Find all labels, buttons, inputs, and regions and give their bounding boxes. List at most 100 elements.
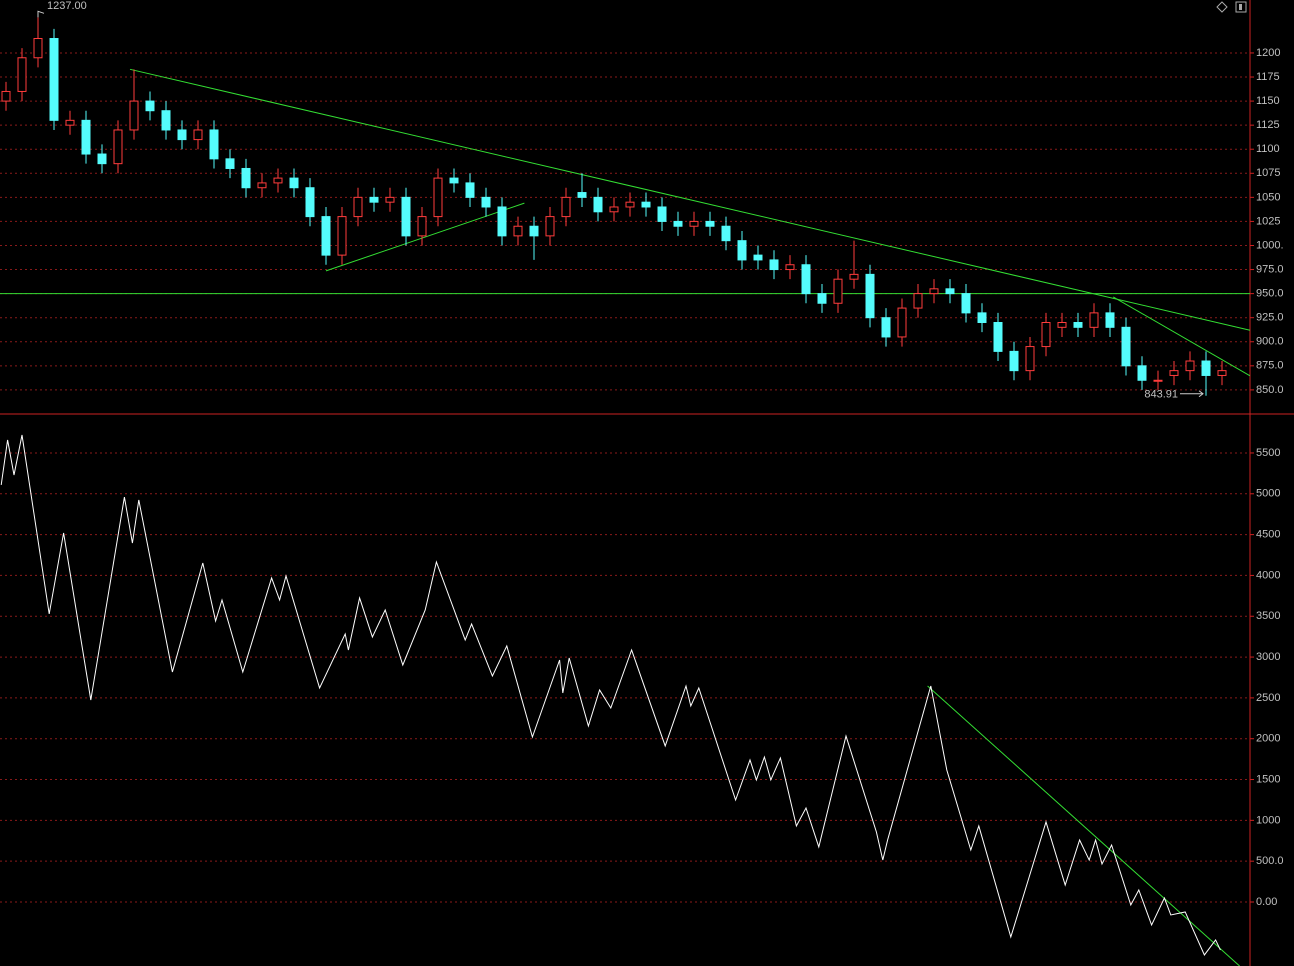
candle-body (1201, 360, 1211, 376)
candle-body (257, 182, 267, 189)
candle-body (1121, 326, 1131, 367)
y-tick-label: 4500 (1256, 529, 1280, 541)
candle-body (465, 182, 475, 198)
candle-body (433, 177, 443, 218)
candle-body (593, 196, 603, 213)
candle-body (929, 288, 939, 295)
candle-body (177, 129, 187, 141)
candle-body (145, 100, 155, 112)
y-tick-label: 2500 (1256, 692, 1280, 704)
candle-body (625, 201, 635, 208)
candle-body (545, 216, 555, 237)
y-tick-label: 4000 (1256, 569, 1280, 581)
candle-body (209, 129, 219, 160)
candle-body (513, 225, 523, 237)
candle-body (1137, 365, 1147, 381)
candle-body (577, 192, 587, 198)
candle-body (1041, 322, 1051, 348)
icon-diamond[interactable] (1216, 1, 1228, 13)
candle-body (945, 288, 955, 295)
candle-body (1057, 322, 1067, 328)
trendline (927, 685, 1240, 966)
y-tick-label: 2000 (1256, 733, 1280, 745)
candle-body (401, 196, 411, 237)
high-label: 1237.00 (47, 0, 87, 12)
y-tick-label: 0.00 (1256, 896, 1277, 908)
candle-body (33, 38, 43, 59)
candle-body (161, 110, 171, 131)
candle-body (353, 196, 363, 218)
candle-body (497, 206, 507, 237)
candle-body (1, 90, 11, 102)
candle-body (785, 264, 795, 271)
y-tick-label: 925.0 (1256, 312, 1284, 324)
y-tick-label: 1500 (1256, 773, 1280, 785)
candle-body (817, 293, 827, 304)
candle-body (961, 293, 971, 314)
y-tick-label: 5000 (1256, 488, 1280, 500)
y-tick-label: 950.0 (1256, 288, 1284, 300)
candle-body (481, 196, 491, 208)
candle-body (305, 187, 315, 218)
candle-body (1089, 312, 1099, 328)
candle-body (241, 167, 251, 189)
y-tick-label: 900.0 (1256, 336, 1284, 348)
candle-body (273, 177, 283, 184)
candle-body (1009, 350, 1019, 372)
candle-body (705, 220, 715, 227)
candle-body (641, 201, 651, 208)
candle-body (849, 273, 859, 280)
y-tick-label: 1175 (1256, 71, 1280, 83)
trendline (325, 202, 525, 272)
low-label: 843.91 (1144, 389, 1178, 401)
candle-body (321, 216, 331, 256)
candle-body (737, 240, 747, 261)
trendline (1112, 296, 1251, 377)
y-tick-label: 1000 (1256, 814, 1280, 826)
y-tick-label: 1025 (1256, 215, 1280, 227)
candle-body (721, 225, 731, 242)
y-tick-label: 3000 (1256, 651, 1280, 663)
y-tick-label: 1125 (1256, 119, 1280, 131)
icon-window[interactable] (1235, 1, 1247, 13)
y-tick-label: 500.0 (1256, 855, 1284, 867)
candle-body (385, 196, 395, 203)
candle-body (129, 100, 139, 131)
candle-body (1169, 370, 1179, 376)
candle-body (81, 119, 91, 155)
y-tick-label: 1150 (1256, 95, 1280, 107)
candle-body (1153, 379, 1163, 382)
candle-body (689, 220, 699, 227)
high-marker (37, 10, 45, 18)
candle-body (673, 220, 683, 227)
candle-body (1073, 322, 1083, 328)
low-arrowhead (1198, 390, 1204, 398)
candle-body (833, 278, 843, 304)
y-tick-label: 1100 (1256, 143, 1280, 155)
candle-body (881, 317, 891, 338)
candle-body (897, 307, 907, 338)
indicator-line (0, 434, 1221, 956)
y-tick-label: 1050 (1256, 191, 1280, 203)
y-tick-label: 1200 (1256, 47, 1280, 59)
candle-body (289, 177, 299, 189)
candle-body (417, 216, 427, 237)
candle-body (753, 254, 763, 261)
y-tick-label: 3500 (1256, 610, 1280, 622)
candle-body (657, 206, 667, 222)
candle-body (801, 264, 811, 295)
candle-body (369, 196, 379, 203)
candle-body (1217, 370, 1227, 376)
y-tick-label: 975.0 (1256, 263, 1284, 275)
icon-window-bar (1239, 4, 1242, 10)
candle-body (769, 259, 779, 271)
candle-body (225, 158, 235, 169)
y-tick-label: 5500 (1256, 447, 1280, 459)
candle-body (865, 273, 875, 319)
y-tick-label: 1000. (1256, 239, 1284, 251)
candle-body (337, 216, 347, 256)
candle-body (1105, 312, 1115, 328)
